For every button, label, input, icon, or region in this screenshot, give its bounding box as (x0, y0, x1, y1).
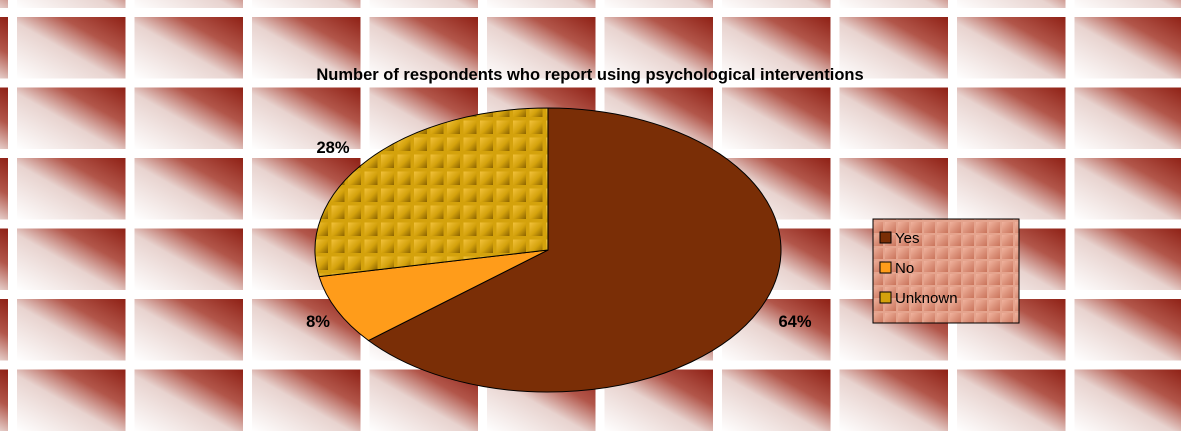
legend-swatch-unknown (879, 291, 892, 304)
pie-slice-yes (367, 107, 782, 393)
legend-label-no: No (895, 260, 914, 277)
pie-slices (314, 107, 782, 393)
legend-swatch-yes (879, 231, 892, 244)
data-label-no: 8% (306, 313, 330, 331)
legend-swatch-no (879, 261, 892, 274)
pie-slice-no (318, 249, 549, 342)
legend: Yes No Unknown (872, 218, 1020, 324)
legend-label-yes: Yes (895, 230, 919, 247)
legend-label-unknown: Unknown (895, 290, 958, 307)
chart-title: Number of respondents who report using p… (316, 66, 863, 84)
pie-data-labels: 64% 8% 28% (306, 139, 812, 331)
pie-slice-unknown (314, 107, 549, 278)
data-label-unknown: 28% (316, 139, 349, 157)
data-label-yes: 64% (778, 313, 811, 331)
legend-box (872, 218, 1020, 324)
